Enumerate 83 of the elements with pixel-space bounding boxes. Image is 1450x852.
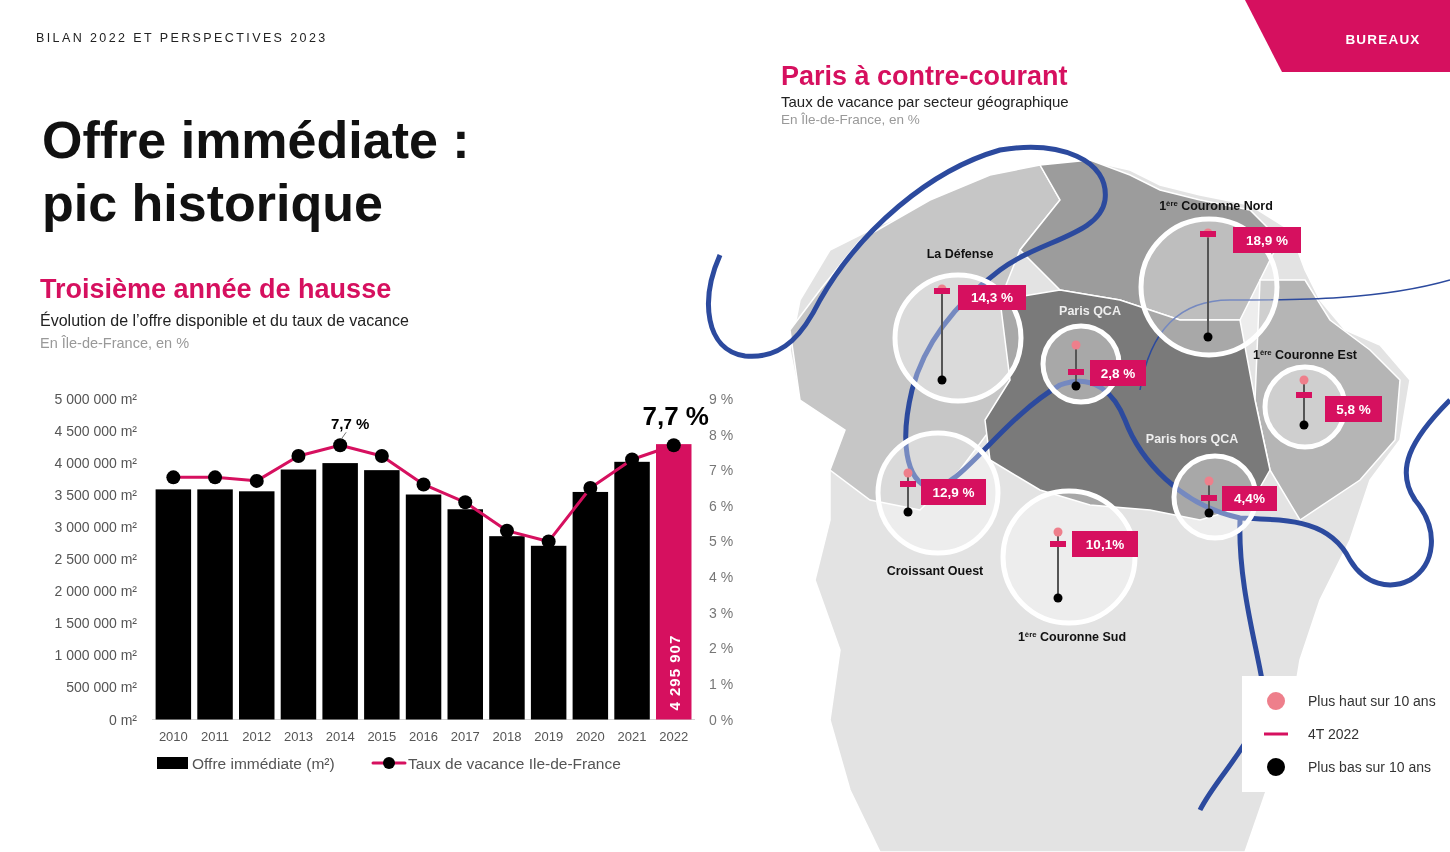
data-label: 5,8 % (1336, 401, 1371, 417)
y-tick-label: 2 500 000 m² (54, 551, 138, 568)
data-label: 7,7 % (330, 415, 370, 433)
text: BILAN 2022 ET PERSPECTIVES 2023 (36, 31, 328, 45)
text: Paris à contre-courant (781, 61, 1068, 91)
y2-tick-label: 9 % (709, 391, 734, 407)
point (166, 470, 181, 485)
category-label: 1$^{ère}$ Couronne Est (1252, 347, 1358, 362)
y-tick-label: 3 000 000 m² (54, 519, 138, 536)
y2-tick-label: 8 % (709, 426, 734, 443)
legend-label: Taux de vacance Ile-de-France (408, 754, 621, 772)
y2-tick-label: 5 % (709, 533, 734, 550)
y2-tick-label: 6 % (709, 497, 734, 514)
y-tick-label: 1 500 000 m² (54, 615, 138, 632)
y-tick-label: 4 500 000 m² (54, 423, 138, 440)
point (333, 438, 348, 453)
text: En Île-de-France, en % (40, 335, 190, 351)
x-tick-label: 2015 (367, 729, 397, 744)
x-tick-label: 2022 (659, 729, 689, 744)
point (583, 481, 598, 496)
data-label: 7,7 % (642, 401, 709, 432)
y-tick-label: 1 000 000 m² (54, 647, 138, 664)
y2-tick-label: 1 % (709, 675, 734, 692)
point (499, 523, 514, 538)
x-tick-label: 2010 (158, 729, 188, 744)
data-label: 2,8 % (1100, 365, 1136, 381)
y2-tick-label: 0 % (709, 711, 734, 728)
point (374, 448, 389, 463)
point (291, 448, 306, 463)
category-label: Paris hors QCA (1145, 432, 1239, 446)
category-label: Croissant Ouest (886, 564, 985, 578)
chart-title: Troisième année de hausse (40, 274, 392, 304)
legend-label: Plus haut sur 10 ans (1308, 693, 1436, 709)
point (625, 452, 640, 467)
y2-tick-label: 2 % (709, 640, 734, 657)
y-tick-label: 2 000 000 m² (54, 583, 138, 600)
x-tick-label: 2021 (617, 729, 647, 744)
bar (155, 489, 192, 720)
x-tick-label: 2012 (242, 729, 272, 744)
point (249, 473, 264, 488)
bar (280, 469, 317, 720)
point (666, 438, 681, 453)
bar (322, 463, 358, 720)
legend-label: Offre immédiate (m²) (192, 754, 335, 772)
point (208, 470, 223, 485)
y2-tick-label: 3 % (709, 604, 734, 621)
text: Taux de vacance par secteur géographique (781, 93, 1069, 110)
legend-label: 4T 2022 (1308, 726, 1360, 742)
category-label: 1$^{ère}$ Couronne Sud (1017, 629, 1127, 644)
category-label: Paris QCA (1059, 304, 1121, 318)
x-tick-label: 2017 (450, 729, 480, 744)
x-tick-label: 2020 (575, 729, 605, 744)
y-tick-label: 5 000 000 m² (54, 391, 138, 407)
x-tick-label: 2014 (325, 729, 355, 744)
point (458, 495, 473, 510)
category-label: 1$^{ère}$ Couronne Nord (1159, 198, 1273, 213)
x-tick-label: 2013 (283, 729, 313, 744)
data-label: 10,1% (1085, 536, 1125, 552)
y-tick-label: 500 000 m² (66, 679, 138, 696)
text: BUREAUX (1345, 32, 1421, 47)
chart-subtitle: Évolution de l’offre disponible et du taux de vacance (40, 311, 409, 329)
y-tick-label: 0 m² (109, 711, 138, 728)
x-tick-label: 2011 (201, 729, 230, 744)
x-tick-label: 2019 (534, 729, 564, 744)
legend-label: Plus bas sur 10 ans (1308, 759, 1431, 775)
category-label: La Défense (926, 247, 994, 261)
text: Offre immédiate : pic historique (42, 111, 470, 232)
bar (239, 491, 275, 720)
y2-tick-label: 4 % (709, 569, 734, 586)
x-tick-label: 2016 (409, 729, 439, 744)
x-tick-label: 2018 (492, 729, 522, 744)
y2-tick-label: 7 % (709, 462, 734, 479)
data-label: 12,9 % (932, 484, 975, 500)
data-label: 18,9 % (1245, 232, 1289, 248)
data-label: 4,4% (1234, 491, 1265, 506)
y-tick-label: 3 500 000 m² (54, 487, 138, 504)
bar (197, 489, 233, 720)
data-label: 4 295 907 (666, 634, 684, 711)
y-tick-label: 4 000 000 m² (54, 455, 138, 472)
data-label: 14,3 % (970, 290, 1014, 305)
bar (364, 470, 400, 720)
point (416, 477, 431, 492)
text: En Île-de-France, en % (781, 112, 920, 127)
